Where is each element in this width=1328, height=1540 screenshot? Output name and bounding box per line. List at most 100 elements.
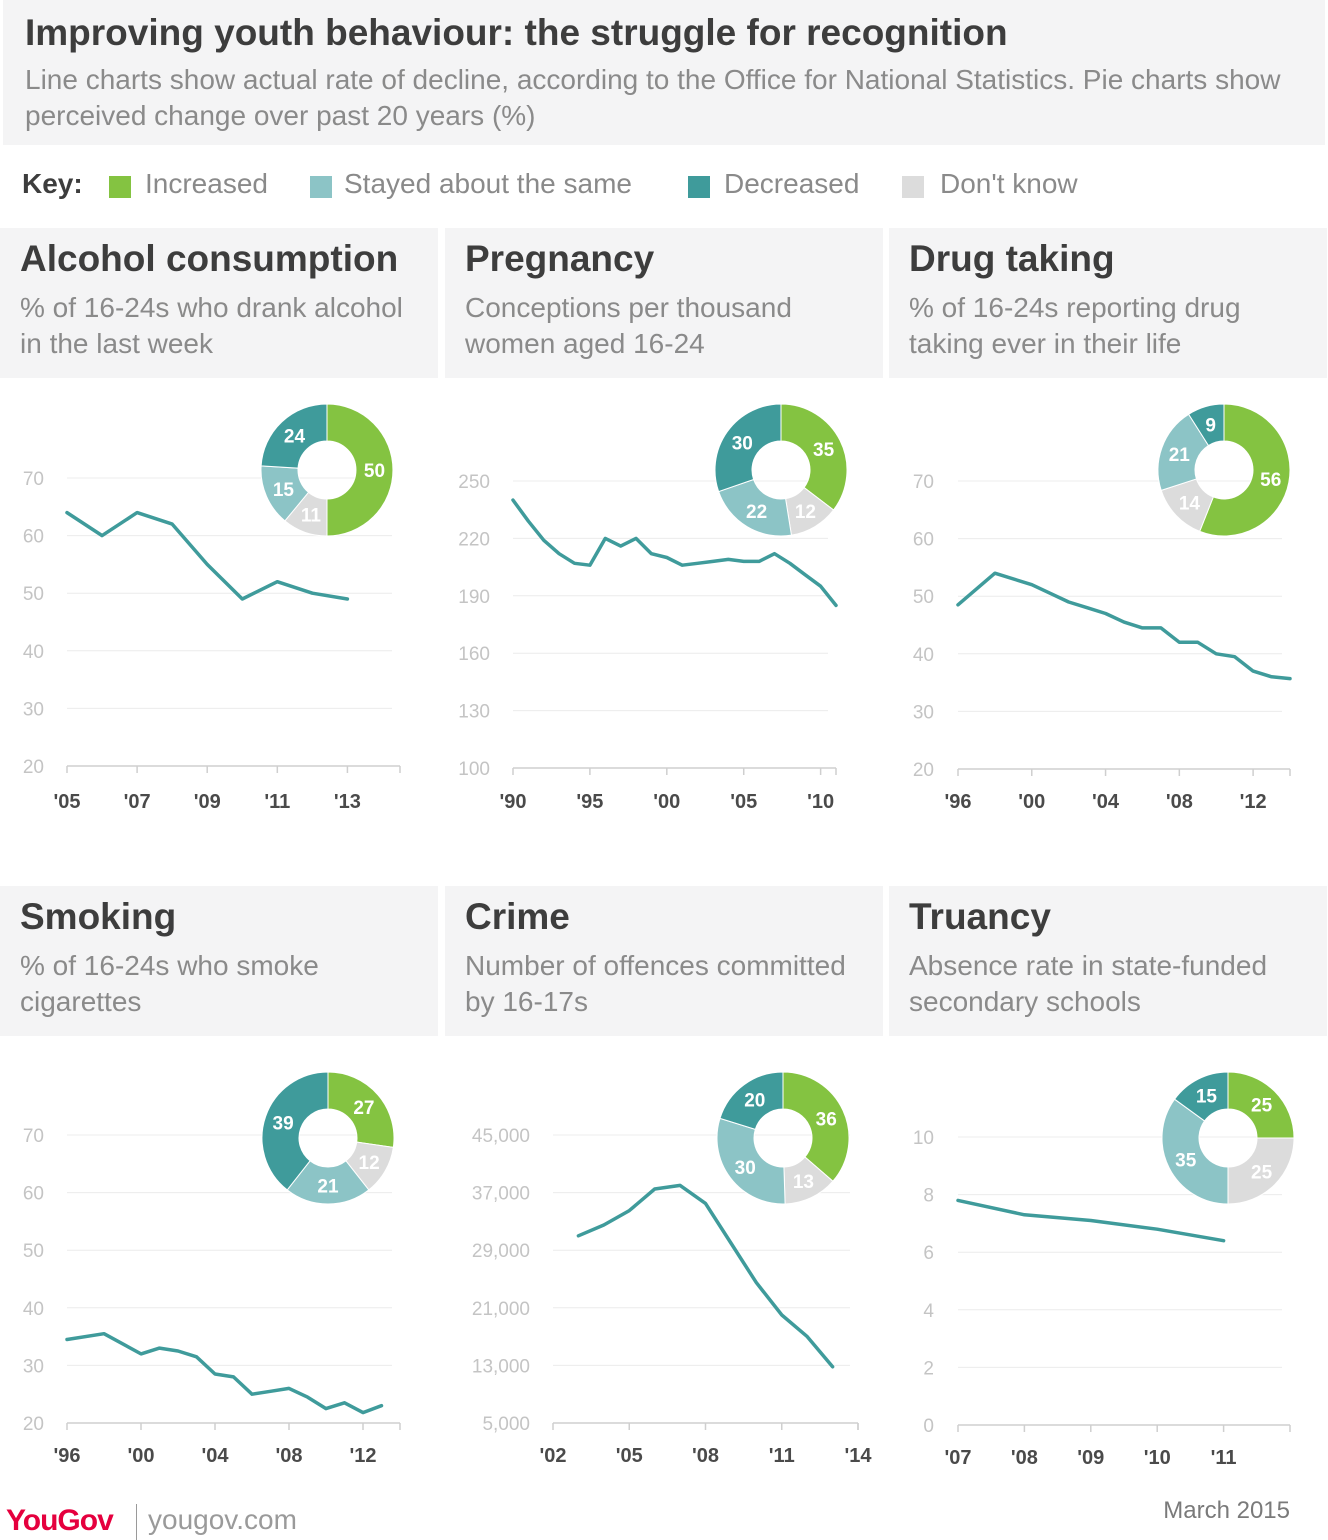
donut-value-label: 25 [1251,1095,1273,1116]
y-tick-label: 20 [23,757,44,778]
series-line [956,1198,1226,1243]
donut-value-label: 35 [813,440,835,461]
legend-text-decreased: Decreased [724,168,860,199]
donut-value-label: 35 [1175,1151,1197,1172]
line-chart-alcohol: 20 30 40 50 60 70 '05 '07 '09 '11 '13 50 11 15 24 [0,380,440,840]
line-chart-truancy: 0 2 4 6 8 10 '07 '08 '09 '10 '11 25 25 35 15 [889,1040,1328,1480]
x-tick-label: '08 [275,1445,302,1467]
page-title: Improving youth behaviour: the struggle … [25,12,1008,53]
perception-donut: 36 13 30 20 [716,1071,850,1205]
y-tick-label: 4 [923,1301,934,1322]
x-tick-label: '11 [769,1445,795,1467]
x-tick-label: '05 [730,791,757,813]
x-tick-label: '09 [1077,1447,1104,1469]
y-tick-label: 0 [923,1416,934,1437]
footer-url: yougov.com [148,1504,297,1535]
panel-subtitle: Number of offences committed by 16-17s [465,950,846,1017]
y-tick-label: 50 [913,587,934,608]
x-tick-label: '05 [616,1445,643,1467]
header: Improving youth behaviour: the struggle … [3,0,1325,145]
x-tick-label: '96 [944,791,971,813]
chart-svg: 20 30 40 50 60 70 '05 '07 '09 '11 '13 50 11 15 24 [23,403,401,813]
panel-subtitle: Absence rate in state-funded secondary s… [909,950,1268,1017]
perception-donut: 25 25 35 15 [1161,1071,1295,1205]
donut-value-label: 30 [732,433,753,454]
donut-slice [1199,403,1291,537]
y-tick-label: 50 [23,584,44,605]
panel-subtitle: % of 16-24s reporting drug taking ever i… [909,292,1241,359]
perception-donut: 56 14 21 9 [1157,403,1291,537]
line-chart-drugs: 20 30 40 50 60 70 '96 '00 '04 '08 '12 56 14 21 9 [889,380,1328,840]
x-tick-label: '08 [692,1445,719,1467]
donut-slice [782,1071,850,1182]
x-tick-label: '96 [53,1445,80,1467]
series-line [511,498,838,608]
panel-title: Truancy [909,896,1051,937]
y-tick-label: 40 [913,645,934,666]
y-tick-label: 10 [913,1128,934,1149]
panel-title: Smoking [20,896,177,937]
y-tick-label: 250 [458,472,490,493]
panel-title: Pregnancy [465,238,655,279]
y-tick-label: 5,000 [482,1414,530,1435]
x-tick-label: '09 [194,791,221,813]
donut-value-label: 22 [746,502,767,523]
donut-value-label: 30 [735,1158,756,1179]
y-tick-label: 70 [913,472,934,493]
donut-slice [714,403,782,493]
y-tick-label: 70 [23,1126,44,1147]
series-line [65,1331,384,1415]
panel-header-drugs: Drug taking % of 16-24s reporting drug t… [889,228,1327,378]
donut-value-label: 15 [1196,1087,1218,1108]
chart-svg: 100130160190220250'90'95'00'05'103512223… [458,403,848,813]
y-tick-label: 190 [458,587,490,608]
panel-header-pregnancy: Pregnancy Conceptions per thousand women… [445,228,883,378]
y-tick-label: 60 [23,1184,44,1205]
x-tick-label: '90 [499,791,526,813]
donut-value-label: 15 [273,480,295,501]
donut-value-label: 14 [1179,494,1201,515]
y-tick-label: 29,000 [472,1241,530,1262]
x-tick-label: '00 [653,791,680,813]
donut-value-label: 25 [1251,1163,1273,1184]
chart-svg: 20 30 40 50 60 70 '96 '00 '04 '08 '12 27 12 21 39 [23,1071,401,1467]
x-tick-label: '07 [124,791,151,813]
y-tick-label: 30 [913,702,934,723]
line-chart-crime: 5,000 13,000 21,000 29,000 37,000 45,000 '02 '0… [445,1040,885,1480]
legend-swatch-same [310,176,332,198]
chart-svg: 20 30 40 50 60 70 '96 '00 '04 '08 '12 56 14 21 9 [913,403,1292,813]
donut-slice [1173,1071,1229,1122]
y-tick-label: 13,000 [472,1356,530,1377]
donut-value-label: 21 [1169,445,1191,466]
donut-value-label: 20 [744,1091,765,1112]
donut-slice [327,1071,395,1148]
donut-value-label: 13 [793,1172,814,1193]
donut-slice [1161,1098,1229,1205]
panel-header-alcohol: Alcohol consumption % of 16-24s who dran… [0,228,438,378]
panel-header-crime: Crime Number of offences committed by 16… [445,886,883,1036]
donut-slice [1227,1071,1295,1139]
y-tick-label: 30 [23,699,44,720]
y-tick-label: 2 [923,1358,934,1379]
panel-subtitle: Conceptions per thousand women aged 16-2… [465,292,792,359]
y-tick-label: 40 [23,642,44,663]
x-tick-label: '08 [1166,791,1193,813]
panel-subtitle: % of 16-24s who smoke cigarettes [20,950,319,1017]
donut-value-label: 11 [301,506,322,527]
perception-donut: 27 12 21 39 [261,1071,395,1205]
x-tick-label: '13 [334,791,361,813]
y-tick-label: 60 [913,530,934,551]
panel-subtitle: % of 16-24s who drank alcohol in the las… [20,292,403,359]
x-tick-label: '02 [539,1445,566,1467]
x-tick-label: '08 [1011,1447,1038,1469]
x-tick-label: '00 [127,1445,154,1467]
y-tick-label: 40 [23,1299,44,1320]
y-tick-label: 30 [23,1356,44,1377]
y-tick-label: 60 [23,527,44,548]
series-line [576,1183,835,1369]
chart-svg: 0 2 4 6 8 10 '07 '08 '09 '10 '11 25 25 35 15 [913,1071,1295,1469]
y-tick-label: 100 [458,759,490,780]
y-tick-label: 160 [458,644,490,665]
y-tick-label: 37,000 [472,1184,530,1205]
perception-donut: 50 11 15 24 [260,403,394,537]
